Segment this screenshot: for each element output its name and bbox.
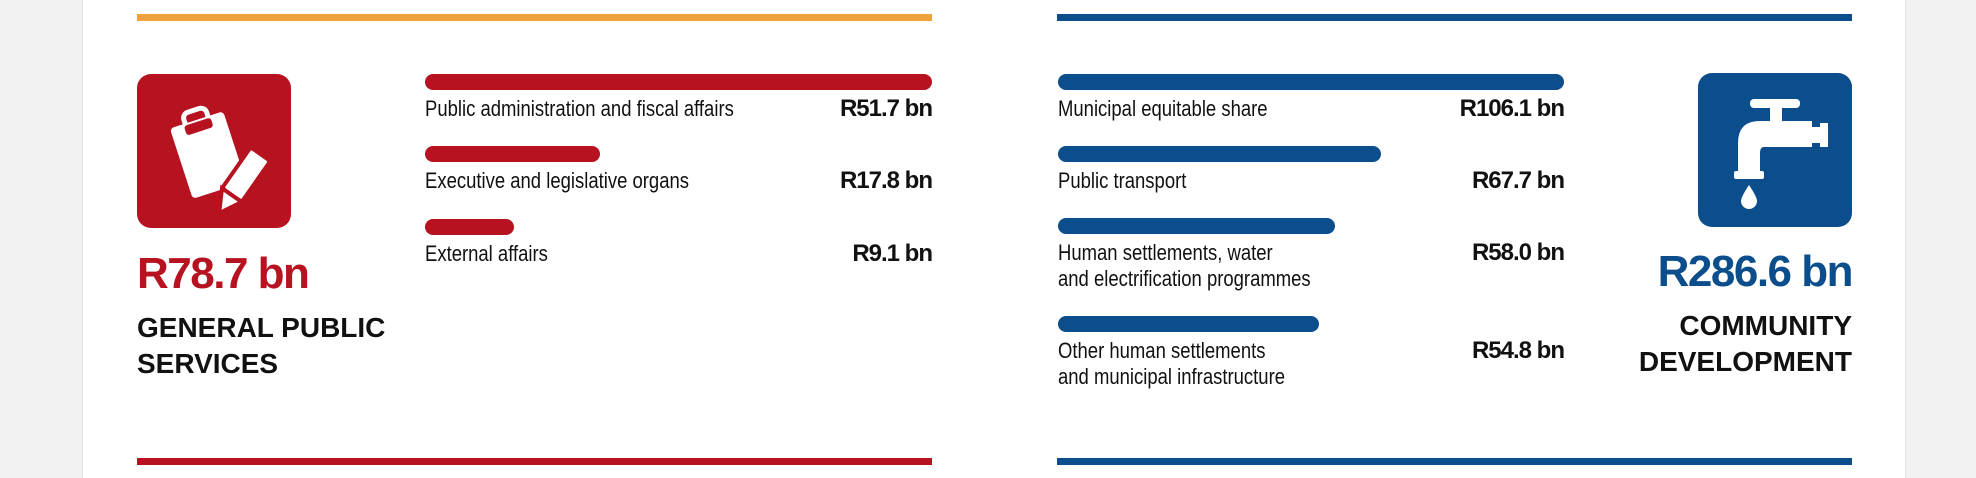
total-value: R78.7 bn xyxy=(137,249,310,298)
category-title-line-1: COMMUNITY xyxy=(1679,310,1852,341)
bar-label-line: External affairs xyxy=(425,241,548,266)
category-title-line-2: SERVICES xyxy=(137,348,279,379)
right-top-rule xyxy=(1057,14,1852,21)
water-tap-icon xyxy=(1698,73,1852,227)
bar-label: Other human settlements and municipal inf… xyxy=(1058,338,1285,390)
bar-value-label: R58.0 bn xyxy=(1471,239,1565,266)
bar xyxy=(425,219,514,235)
bar-label-line: Public transport xyxy=(1058,168,1187,193)
bar-label: Municipal equitable share xyxy=(1058,96,1268,122)
bar-label: Human settlements, water and electrificat… xyxy=(1058,240,1311,292)
bar-label-line: Human settlements, water xyxy=(1058,240,1273,265)
bar-value-label: R67.7 bn xyxy=(1471,167,1565,194)
bar-label-line: and municipal infrastructure xyxy=(1058,364,1286,389)
bar-value-label: R51.7 bn xyxy=(839,95,933,122)
page: R78.7 bn GENERAL PUBLIC SERVICES Public … xyxy=(82,0,1906,478)
left-top-rule xyxy=(137,14,932,21)
bar xyxy=(1058,74,1564,90)
bar-value-label: R9.1 bn xyxy=(852,240,933,267)
bar xyxy=(1058,218,1335,234)
total-value: R286.6 bn xyxy=(1657,247,1854,296)
bar-label: External affairs xyxy=(425,241,548,267)
category-title-line-1: GENERAL PUBLIC xyxy=(137,312,386,343)
bar xyxy=(425,146,600,162)
bar xyxy=(1058,316,1319,332)
bar-label-line: and electrification programmes xyxy=(1058,266,1311,291)
bar-label-line: Executive and legislative organs xyxy=(425,168,690,193)
left-bottom-rule xyxy=(137,458,932,465)
bar-label-line: Municipal equitable share xyxy=(1058,96,1268,121)
bar-label-line: Other human settlements xyxy=(1058,338,1266,363)
category-title-line-2: DEVELOPMENT xyxy=(1638,346,1852,377)
right-bottom-rule xyxy=(1057,458,1852,465)
bar xyxy=(1058,146,1381,162)
bar-value-label: R54.8 bn xyxy=(1471,337,1565,364)
bar-label: Public administration and fiscal affairs xyxy=(425,96,734,122)
clipboard-pencil-icon xyxy=(137,74,291,228)
bar-label: Executive and legislative organs xyxy=(425,168,689,194)
bar-value-label: R106.1 bn xyxy=(1459,95,1565,122)
bar-value-label: R17.8 bn xyxy=(839,167,933,194)
bar-label: Public transport xyxy=(1058,168,1186,194)
bar-label-line: Public administration and fiscal affairs xyxy=(425,96,734,121)
bar xyxy=(425,74,932,90)
